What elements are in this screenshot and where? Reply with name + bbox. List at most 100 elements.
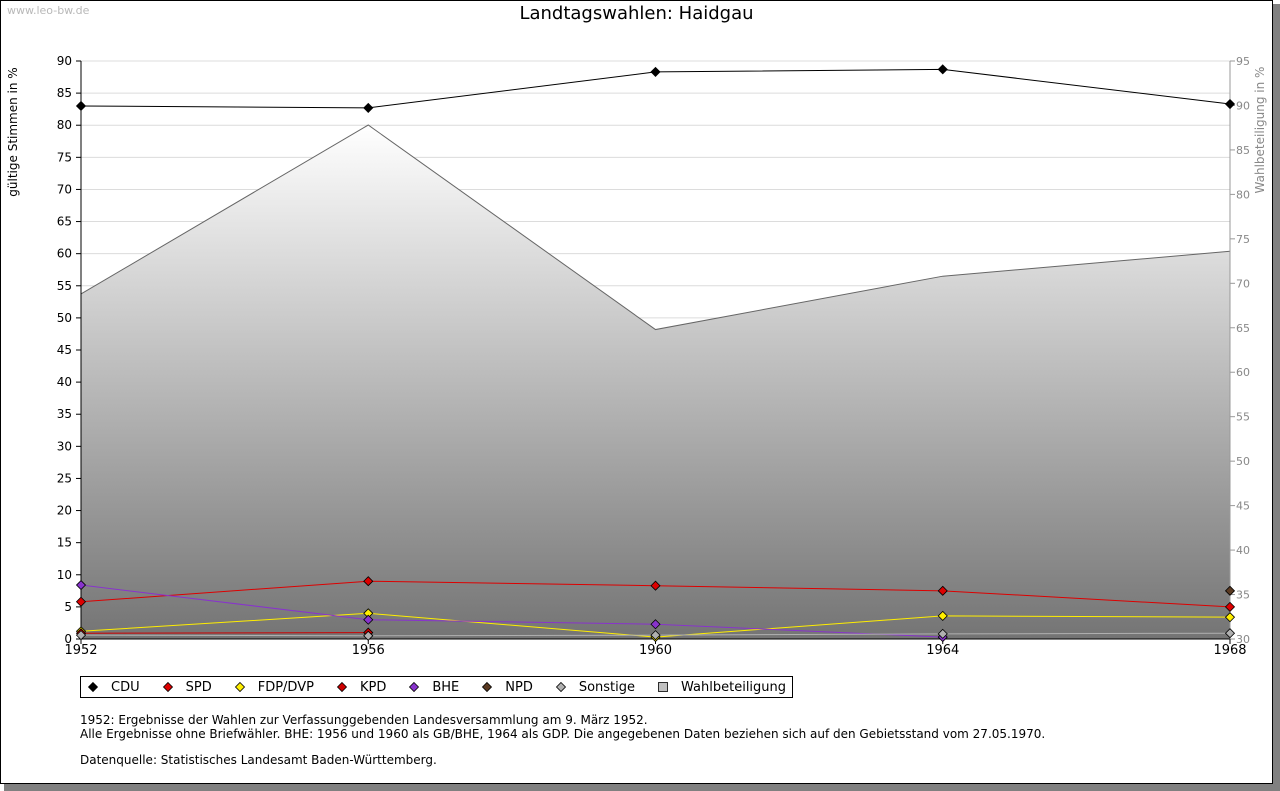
y-tick-label: 40 (57, 375, 72, 389)
data-point-sonstige (650, 630, 661, 641)
y2-tick-label: 65 (1236, 322, 1250, 335)
legend-square-shape (658, 682, 668, 692)
y2-tick-label: 60 (1236, 366, 1250, 379)
y-tick-label: 85 (57, 86, 72, 100)
data-source: Datenquelle: Statistisches Landesamt Bad… (80, 753, 437, 767)
legend-item-wahlbeteiligung: Wahlbeteiligung (657, 680, 786, 695)
data-point-sonstige (363, 630, 374, 641)
legend-diamond-icon (555, 681, 566, 693)
y-tick-label: 10 (57, 568, 72, 582)
data-point-cdu (650, 66, 661, 77)
legend-diamond-shape (234, 681, 245, 693)
y-tick-label: 35 (57, 407, 72, 421)
y2-tick-label: 90 (1236, 99, 1250, 112)
series-line-bhe (80, 584, 943, 638)
chart-plot: 0 5 10 15 20 25 30 35 40 45 50 55 60 65 70 75 80 85 90 30 35… (6, 54, 1267, 658)
y2-tick-label: 50 (1236, 455, 1250, 468)
y-axis-label: gültige Stimmen in % (6, 67, 20, 196)
legend-diamond-shape (87, 681, 99, 693)
y-tick-label: 0 (64, 632, 72, 646)
y2-tick-label: 95 (1236, 55, 1250, 68)
data-point-cdu (1224, 98, 1236, 110)
x-tick-label: 1968 (1213, 643, 1246, 658)
legend-item-fdp-dvp: FDP/DVP (234, 680, 314, 695)
legend-item-npd: NPD (481, 680, 533, 695)
data-point-fdp-dvp (1224, 612, 1236, 623)
x-tick-label: 1956 (352, 643, 385, 658)
data-point-spd (75, 596, 87, 607)
x-tick-label: 1964 (926, 643, 959, 658)
legend-diamond-shape (409, 681, 420, 693)
y2-tick-label: 80 (1236, 188, 1250, 201)
y2-tick-label: 85 (1236, 144, 1250, 157)
data-point-cdu (75, 100, 87, 112)
y2-axis-label: Wahlbeteiligung in % (1253, 67, 1267, 194)
data-point-spd (1224, 601, 1236, 612)
x-tick-label: 1952 (64, 643, 97, 658)
y2-tick-label: 45 (1236, 500, 1250, 513)
legend: CDU SPD FDP/DVP KPD BHE NPD Sonstige Wahlbeteil… (80, 676, 794, 698)
legend-label: CDU (111, 679, 140, 695)
chart-title: Landtagswahlen: Haidgau (519, 3, 754, 24)
y2-tick-label: 75 (1236, 233, 1250, 246)
legend-item-spd: SPD (162, 680, 212, 695)
legend-diamond-icon (87, 681, 99, 693)
legend-diamond-icon (336, 681, 348, 693)
y-tick-label: 90 (57, 54, 72, 68)
legend-label: FDP/DVP (257, 679, 314, 695)
turnout-area (81, 125, 1230, 640)
legend-diamond-shape (336, 681, 348, 693)
data-point-sonstige (1224, 628, 1236, 639)
frame-shadow-bottom (4, 784, 1280, 791)
y-tick-label: 60 (57, 247, 72, 261)
watermark: www.leo-bw.de (7, 4, 90, 17)
y-tick-label: 20 (57, 504, 72, 518)
y2-tick-label: 30 (1236, 633, 1250, 646)
data-point-bhe (363, 614, 374, 625)
y-tick-label: 50 (57, 311, 72, 325)
data-point-spd (650, 580, 661, 591)
legend-label: Wahlbeteiligung (681, 679, 787, 695)
y2-tick-label: 40 (1236, 544, 1250, 557)
data-point-npd (1224, 585, 1236, 596)
frame-shadow-right (1273, 4, 1280, 791)
y-tick-label: 75 (57, 150, 72, 164)
legend-square-icon (658, 682, 668, 692)
legend-label: KPD (359, 679, 387, 695)
legend-item-cdu: CDU (87, 680, 140, 695)
footnote-2: Alle Ergebnisse ohne Briefwähler. BHE: 1… (80, 727, 1046, 741)
legend-diamond-shape (555, 681, 566, 693)
legend-diamond-icon (234, 681, 245, 693)
data-point-spd (363, 576, 374, 587)
y2-tick-label: 35 (1236, 589, 1250, 602)
turnout-line (80, 124, 1231, 331)
y-tick-label: 65 (57, 215, 72, 229)
data-point-sonstige (937, 628, 948, 639)
legend-label: NPD (505, 679, 533, 695)
legend-item-bhe: BHE (408, 680, 459, 695)
y-tick-label: 30 (57, 439, 72, 453)
data-point-fdp-dvp (937, 610, 948, 621)
x-tick-label: 1960 (639, 643, 672, 658)
y-tick-label: 70 (57, 182, 72, 196)
legend-label: BHE (432, 679, 460, 695)
legend-label: SPD (185, 679, 212, 695)
data-point-bhe (650, 619, 661, 630)
footnote-1: 1952: Ergebnisse der Wahlen zur Verfassu… (80, 713, 648, 727)
y2-tick-label: 55 (1236, 411, 1250, 424)
y-tick-label: 5 (64, 600, 72, 614)
legend-diamond-shape (482, 681, 493, 693)
legend-diamond-icon (409, 681, 420, 693)
y-tick-label: 55 (57, 279, 72, 293)
legend-item-kpd: KPD (336, 680, 386, 695)
legend-label: Sonstige (578, 679, 636, 695)
data-point-sonstige (75, 630, 87, 641)
legend-diamond-icon (162, 681, 173, 693)
legend-item-sonstige: Sonstige (555, 680, 635, 695)
y-tick-label: 25 (57, 471, 72, 485)
y-tick-label: 45 (57, 343, 72, 357)
data-point-cdu (937, 64, 948, 75)
y-tick-label: 15 (57, 536, 72, 550)
series-line-kpd (80, 632, 369, 634)
legend-diamond-shape (162, 681, 173, 693)
